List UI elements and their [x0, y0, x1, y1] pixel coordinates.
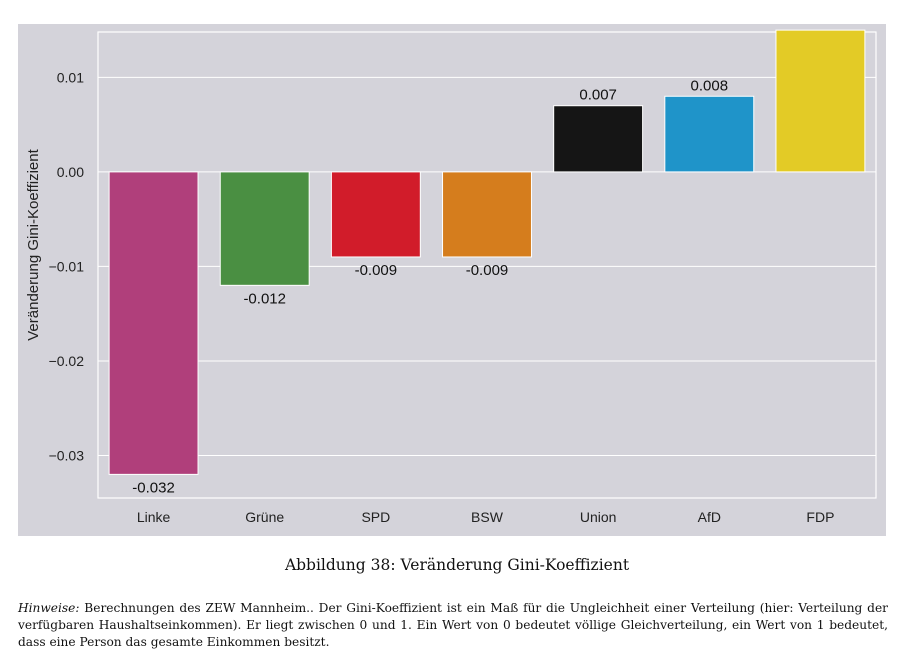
bar-afd [664, 95, 755, 173]
x-tick-label: Linke [137, 509, 171, 525]
chart-area: 0.01 0.00 −0.01 −0.02 −0.03 -0.032 Linke -0.012… [18, 24, 886, 536]
x-tick-label: Union [580, 509, 617, 525]
x-tick-label: SPD [361, 509, 390, 525]
y-tick-label: 0.00 [57, 164, 84, 180]
data-label: 0.015 [802, 24, 840, 28]
bar-linke [108, 171, 199, 475]
bar-spd [330, 171, 421, 258]
y-tick-label: 0.01 [57, 69, 84, 85]
plot-frame [97, 31, 877, 499]
x-tick-label: FDP [806, 509, 834, 525]
y-axis-title: Veränderung Gini-Koeffizient [25, 148, 42, 340]
y-tick-label: −0.01 [49, 258, 85, 274]
bar-grüne [219, 171, 310, 286]
data-label: -0.032 [132, 479, 175, 496]
data-label: -0.012 [243, 290, 286, 307]
data-label: -0.009 [466, 262, 509, 279]
bar-union [553, 105, 644, 173]
figure-caption: Abbildung 38: Veränderung Gini-Koeffizie… [284, 556, 630, 574]
y-tick-label: −0.03 [49, 447, 85, 463]
note-text: Berechnungen des ZEW Mannheim.. Der Gini… [18, 601, 888, 649]
bar-bsw [442, 171, 532, 258]
data-label: 0.008 [691, 77, 729, 94]
note-lead: Hinweise: [18, 601, 80, 615]
bar-fdp [775, 29, 866, 173]
data-label: -0.009 [355, 262, 398, 279]
figure-note: Hinweise: Berechnungen des ZEW Mannheim.… [18, 600, 888, 651]
x-tick-label: AfD [698, 509, 721, 525]
x-tick-label: BSW [471, 509, 504, 525]
bar-chart: 0.01 0.00 −0.01 −0.02 −0.03 -0.032 Linke -0.012… [25, 24, 877, 525]
x-tick-label: Grüne [245, 509, 284, 525]
y-tick-label: −0.02 [49, 353, 85, 369]
data-label: 0.007 [579, 87, 617, 104]
